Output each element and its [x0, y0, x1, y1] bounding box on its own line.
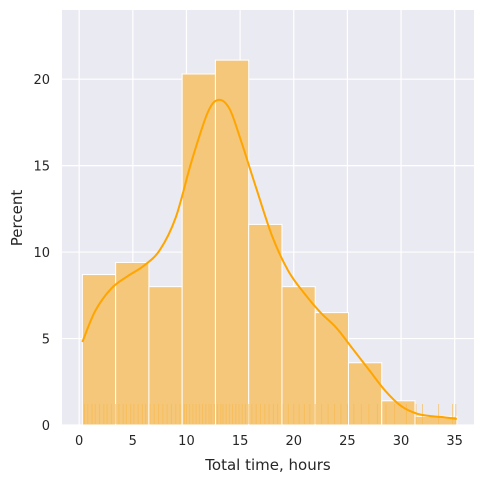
x-tick-label: 0: [75, 434, 83, 449]
x-tick-label: 5: [129, 434, 137, 449]
y-tick-label: 15: [33, 160, 50, 175]
x-tick-label: 15: [232, 434, 249, 449]
x-tick-label: 30: [393, 434, 410, 449]
histogram-bar: [81, 274, 117, 426]
rug-marks: [84, 404, 457, 424]
x-tick-label: 25: [339, 434, 356, 449]
y-tick-label: 5: [42, 333, 50, 348]
x-tick-label: 10: [178, 434, 195, 449]
y-tick-label: 10: [33, 246, 50, 261]
histogram-bar: [148, 286, 183, 426]
histogram-bars: [81, 59, 458, 426]
y-tick-label: 20: [33, 73, 50, 88]
x-tick-labels: 0 5 10 15 20 25 30 35: [75, 434, 463, 449]
x-tick-label: 35: [446, 434, 463, 449]
y-tick-label: 0: [42, 419, 50, 434]
y-tick-labels: 0 5 10 15 20: [33, 73, 50, 434]
histogram-bar: [314, 312, 349, 426]
histogram-bar: [214, 59, 250, 426]
x-tick-label: 20: [285, 434, 302, 449]
histogram-bar: [181, 73, 216, 426]
histogram-bar: [248, 223, 283, 426]
y-axis-label: Percent: [8, 190, 26, 247]
histogram-bar: [115, 261, 150, 426]
x-axis-label: Total time, hours: [204, 456, 331, 474]
kde-curve: [81, 98, 457, 420]
